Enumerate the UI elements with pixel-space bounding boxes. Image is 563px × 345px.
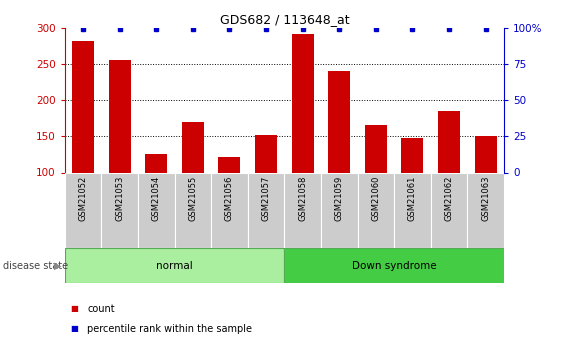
Bar xyxy=(109,60,131,172)
Bar xyxy=(365,125,387,172)
Bar xyxy=(182,122,204,172)
Text: disease state: disease state xyxy=(3,261,68,270)
Bar xyxy=(211,172,248,248)
Text: GSM21063: GSM21063 xyxy=(481,176,490,221)
Text: GSM21054: GSM21054 xyxy=(152,176,160,221)
Bar xyxy=(284,172,321,248)
Title: GDS682 / 113648_at: GDS682 / 113648_at xyxy=(220,13,349,27)
Bar xyxy=(328,71,350,172)
Bar xyxy=(101,172,138,248)
Bar xyxy=(145,155,167,172)
Bar xyxy=(284,248,504,283)
Bar xyxy=(321,172,358,248)
Text: count: count xyxy=(87,304,115,314)
Text: GSM21052: GSM21052 xyxy=(79,176,87,221)
Bar xyxy=(175,172,211,248)
Text: GSM21062: GSM21062 xyxy=(445,176,453,221)
Text: GSM21059: GSM21059 xyxy=(335,176,343,221)
Bar xyxy=(255,135,277,172)
Bar xyxy=(401,138,423,172)
Bar xyxy=(292,34,314,172)
Text: GSM21060: GSM21060 xyxy=(372,176,380,221)
Bar xyxy=(358,172,394,248)
Bar xyxy=(431,172,467,248)
Text: ■: ■ xyxy=(70,304,78,313)
Text: GSM21056: GSM21056 xyxy=(225,176,234,221)
Bar xyxy=(138,172,175,248)
Bar xyxy=(438,111,460,172)
Text: GSM21057: GSM21057 xyxy=(262,176,270,221)
Bar xyxy=(248,172,284,248)
Text: GSM21055: GSM21055 xyxy=(189,176,197,221)
Bar xyxy=(394,172,431,248)
Bar xyxy=(218,157,240,172)
Bar xyxy=(65,248,284,283)
Text: GSM21053: GSM21053 xyxy=(115,176,124,221)
Text: normal: normal xyxy=(156,261,193,270)
Text: ▶: ▶ xyxy=(55,261,62,270)
Text: percentile rank within the sample: percentile rank within the sample xyxy=(87,324,252,334)
Text: Down syndrome: Down syndrome xyxy=(352,261,436,270)
Bar xyxy=(467,172,504,248)
Bar xyxy=(475,136,497,172)
Bar xyxy=(65,172,101,248)
Text: GSM21058: GSM21058 xyxy=(298,176,307,221)
Text: ■: ■ xyxy=(70,324,78,333)
Bar xyxy=(72,41,94,172)
Text: GSM21061: GSM21061 xyxy=(408,176,417,221)
